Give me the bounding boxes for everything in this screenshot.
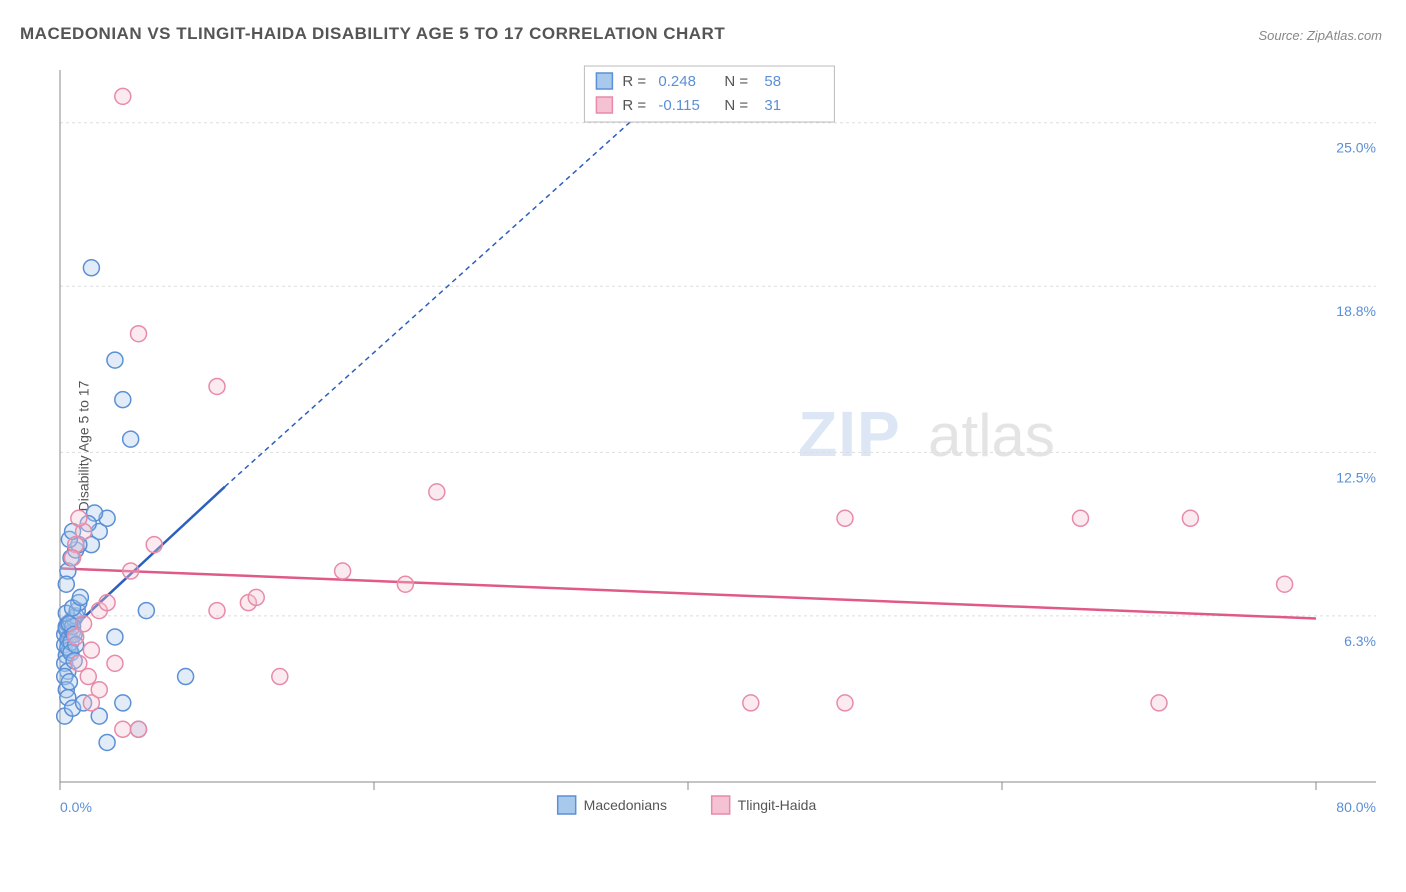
data-point — [123, 563, 139, 579]
data-point — [123, 431, 139, 447]
stats-r-label: R = — [622, 73, 646, 90]
scatter-chart: ZIP atlas 6.3% 12.5% 18.8% 25.0% 0.0% 80.0% R = 0… — [50, 60, 1386, 822]
data-point — [99, 595, 115, 611]
stats-r-value: 0.248 — [658, 73, 696, 90]
data-point — [1277, 576, 1293, 592]
stats-r-value: -0.115 — [658, 97, 699, 114]
stats-n-value: 58 — [764, 73, 781, 90]
data-point — [131, 326, 147, 342]
chart-source: Source: ZipAtlas.com — [1258, 28, 1382, 43]
data-point — [131, 721, 147, 737]
data-point — [115, 721, 131, 737]
data-point — [335, 563, 351, 579]
data-point — [115, 392, 131, 408]
data-point — [99, 734, 115, 750]
watermark-atlas: atlas — [928, 402, 1055, 469]
data-point — [83, 260, 99, 276]
stats-swatch — [596, 73, 612, 89]
data-point — [429, 484, 445, 500]
y-tick-label: 25.0% — [1336, 140, 1376, 156]
stats-n-label: N = — [724, 97, 748, 114]
legend-swatch — [558, 796, 576, 814]
stats-r-label: R = — [622, 97, 646, 114]
trend-line-macedonians-ext — [225, 70, 688, 487]
stats-swatch — [596, 97, 612, 113]
data-point — [107, 352, 123, 368]
data-point — [115, 88, 131, 104]
data-point — [209, 603, 225, 619]
chart-title: MACEDONIAN VS TLINGIT-HAIDA DISABILITY A… — [20, 24, 725, 44]
legend-swatch — [712, 796, 730, 814]
data-point — [1073, 510, 1089, 526]
data-point — [272, 669, 288, 685]
data-point — [138, 603, 154, 619]
data-point — [107, 629, 123, 645]
data-point — [209, 378, 225, 394]
data-point — [178, 669, 194, 685]
data-point — [91, 682, 107, 698]
stats-n-value: 31 — [764, 97, 781, 114]
data-point — [58, 576, 74, 592]
data-point — [115, 695, 131, 711]
data-point — [80, 669, 96, 685]
data-point — [72, 589, 88, 605]
x-tick-label: 0.0% — [60, 799, 92, 815]
legend-label: Tlingit-Haida — [738, 797, 817, 813]
x-tick-label: 80.0% — [1336, 799, 1376, 815]
data-point — [61, 674, 77, 690]
data-point — [71, 510, 87, 526]
y-tick-label: 18.8% — [1336, 303, 1376, 319]
data-point — [1151, 695, 1167, 711]
data-point — [65, 550, 81, 566]
data-point — [146, 537, 162, 553]
watermark-zip: ZIP — [798, 398, 901, 470]
y-tick-label: 6.3% — [1344, 633, 1376, 649]
data-point — [743, 695, 759, 711]
data-point — [397, 576, 413, 592]
stats-n-label: N = — [724, 73, 748, 90]
legend-label: Macedonians — [584, 797, 667, 813]
plot-area: ZIP atlas 6.3% 12.5% 18.8% 25.0% 0.0% 80.0% R = 0… — [50, 60, 1386, 822]
data-point — [248, 589, 264, 605]
data-point — [83, 642, 99, 658]
data-point — [837, 510, 853, 526]
y-tick-label: 12.5% — [1336, 469, 1376, 485]
data-point — [107, 655, 123, 671]
data-point — [837, 695, 853, 711]
data-point — [76, 616, 92, 632]
data-point — [1182, 510, 1198, 526]
